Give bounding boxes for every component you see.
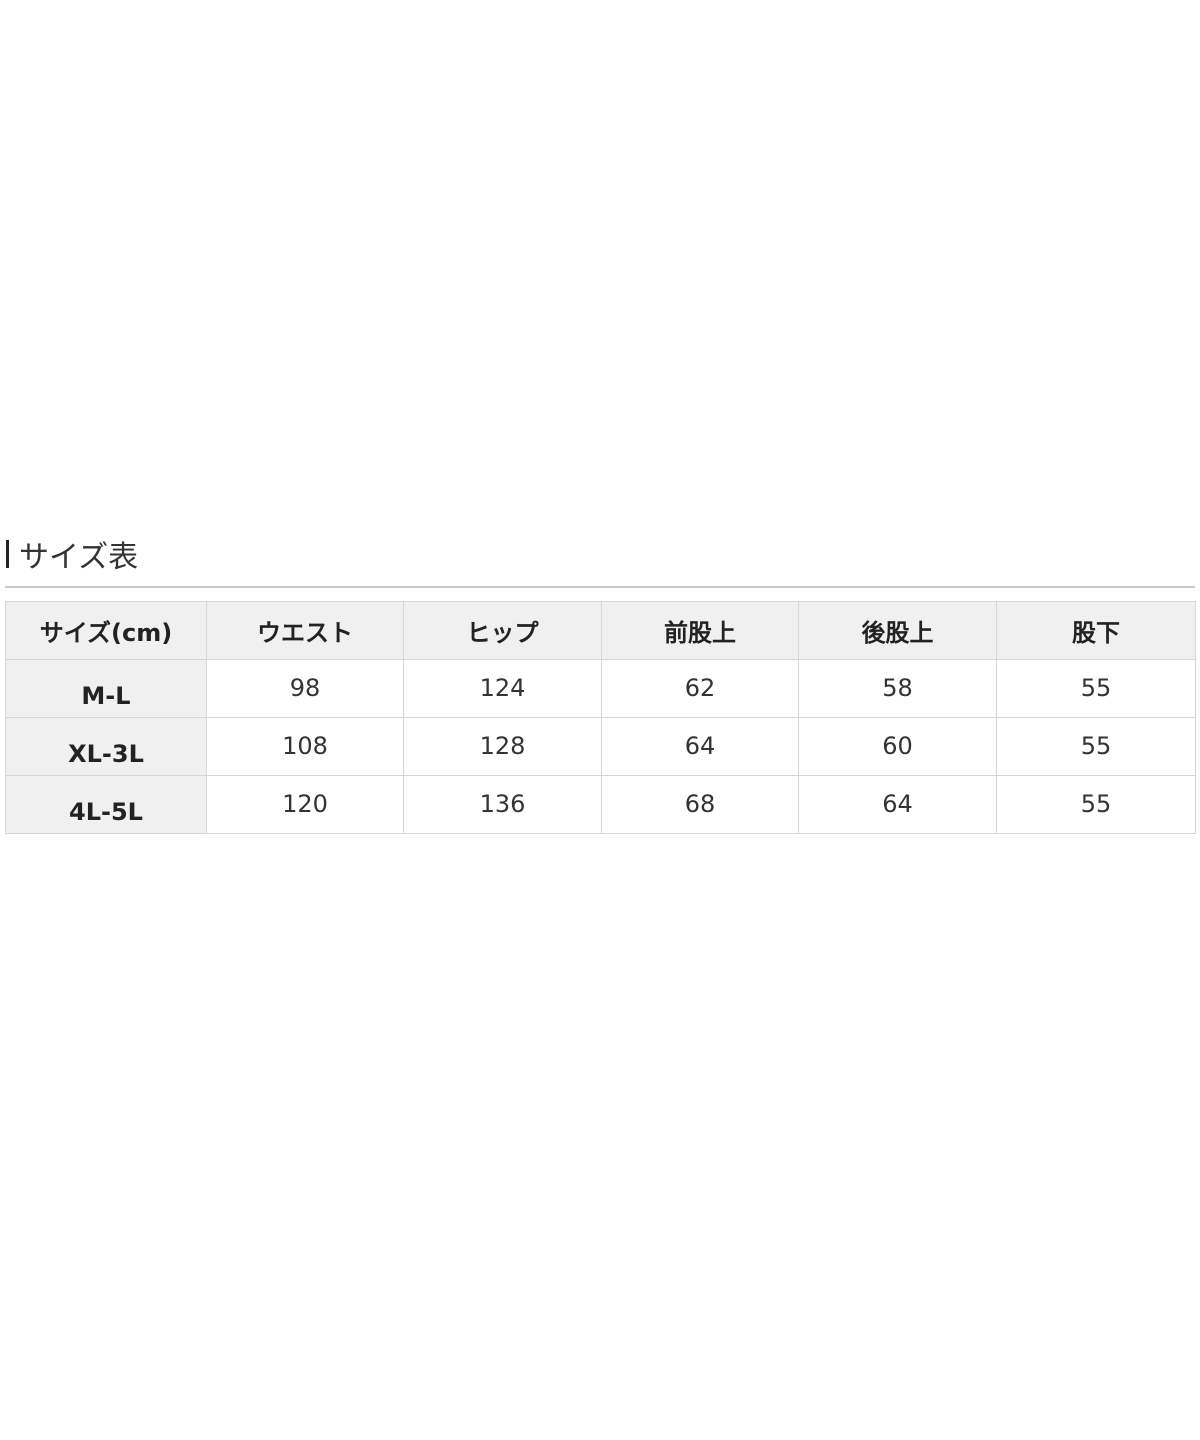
section-title: サイズ表	[6, 534, 139, 575]
cell-inseam: 55	[996, 659, 1196, 718]
title-accent-bar	[6, 540, 9, 568]
cell-back-rise: 58	[798, 659, 997, 718]
cell-front-rise: 62	[601, 659, 799, 718]
table-header-row: サイズ(cm) ウエスト ヒップ 前股上 後股上 股下	[5, 601, 1196, 660]
cell-waist: 120	[206, 775, 404, 834]
cell-inseam: 55	[996, 717, 1196, 776]
cell-back-rise: 64	[798, 775, 997, 834]
header-back-rise: 後股上	[798, 601, 997, 660]
table-row: 4L-5L 120 136 68 64 55	[5, 775, 1196, 834]
divider	[5, 586, 1195, 588]
cell-waist: 98	[206, 659, 404, 718]
table-row: XL-3L 108 128 64 60 55	[5, 717, 1196, 776]
cell-hip: 136	[403, 775, 602, 834]
cell-front-rise: 64	[601, 717, 799, 776]
header-inseam: 股下	[996, 601, 1196, 660]
size-table: サイズ(cm) ウエスト ヒップ 前股上 後股上 股下 M-L 98 124 6…	[5, 601, 1196, 834]
table-row: M-L 98 124 62 58 55	[5, 659, 1196, 718]
cell-waist: 108	[206, 717, 404, 776]
row-size: XL-3L	[5, 717, 207, 776]
section-title-text: サイズ表	[19, 540, 139, 575]
cell-hip: 128	[403, 717, 602, 776]
row-size: 4L-5L	[5, 775, 207, 834]
header-waist: ウエスト	[206, 601, 404, 660]
header-size: サイズ(cm)	[5, 601, 207, 660]
header-hip: ヒップ	[403, 601, 602, 660]
cell-front-rise: 68	[601, 775, 799, 834]
cell-inseam: 55	[996, 775, 1196, 834]
cell-hip: 124	[403, 659, 602, 718]
cell-back-rise: 60	[798, 717, 997, 776]
header-front-rise: 前股上	[601, 601, 799, 660]
row-size: M-L	[5, 659, 207, 718]
